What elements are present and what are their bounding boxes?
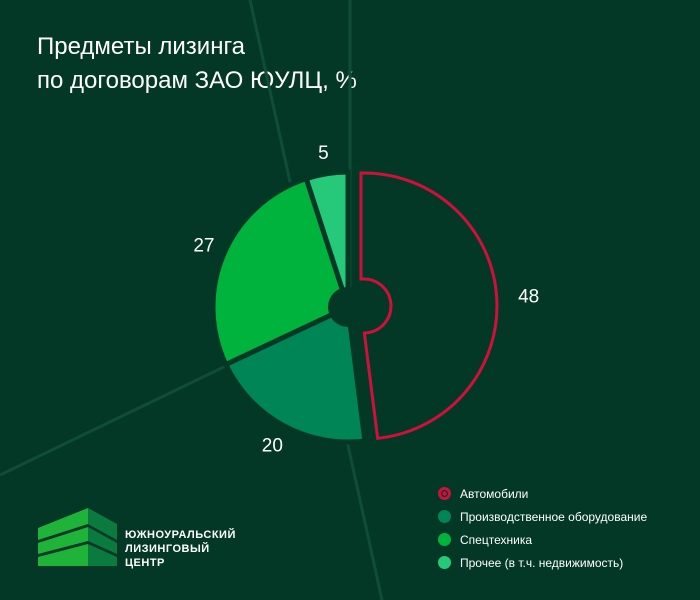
- legend: Автомобили Производственное оборудование…: [438, 482, 647, 574]
- logo-line: ЛИЗИНГОВЫЙ: [125, 543, 210, 555]
- title-line-2: по договорам ЗАО ЮУЛЦ, %: [37, 67, 357, 94]
- legend-item: Автомобили: [438, 482, 647, 505]
- pie-slice: [210, 175, 352, 368]
- data-label: 5: [318, 143, 329, 164]
- legend-label: Прочее (в т.ч. недвижимость): [460, 555, 624, 570]
- pie-slice: [222, 303, 368, 445]
- logo-line: ЮЖНОУРАЛЬСКИЙ: [125, 529, 236, 541]
- legend-label: Автомобили: [460, 486, 529, 501]
- legend-item: Производственное оборудование: [438, 505, 647, 528]
- title-line-1: Предметы лизинга: [37, 33, 246, 60]
- legend-swatch-icon: [438, 487, 451, 500]
- legend-label: Спецтехника: [460, 532, 532, 547]
- data-label: 20: [262, 436, 283, 457]
- legend-label: Производственное оборудование: [460, 509, 648, 524]
- logo-text: ЮЖНОУРАЛЬСКИЙ ЛИЗИНГОВЫЙ ЦЕНТР: [125, 528, 236, 570]
- logo-line: ЦЕНТР: [125, 557, 165, 569]
- chart-title: Предметы лизинга по договорам ЗАО ЮУЛЦ, …: [37, 30, 357, 98]
- legend-swatch-icon: [438, 556, 451, 569]
- legend-swatch-icon: [438, 533, 451, 546]
- data-label: 27: [193, 236, 214, 257]
- data-label: 48: [518, 287, 539, 308]
- legend-swatch-icon: [438, 510, 451, 523]
- legend-item: Прочее (в т.ч. недвижимость): [438, 551, 647, 574]
- pie-slice: [303, 169, 351, 308]
- pie-slice: [362, 174, 496, 437]
- pie-center-hole: [328, 287, 368, 327]
- legend-item: Спецтехника: [438, 528, 647, 551]
